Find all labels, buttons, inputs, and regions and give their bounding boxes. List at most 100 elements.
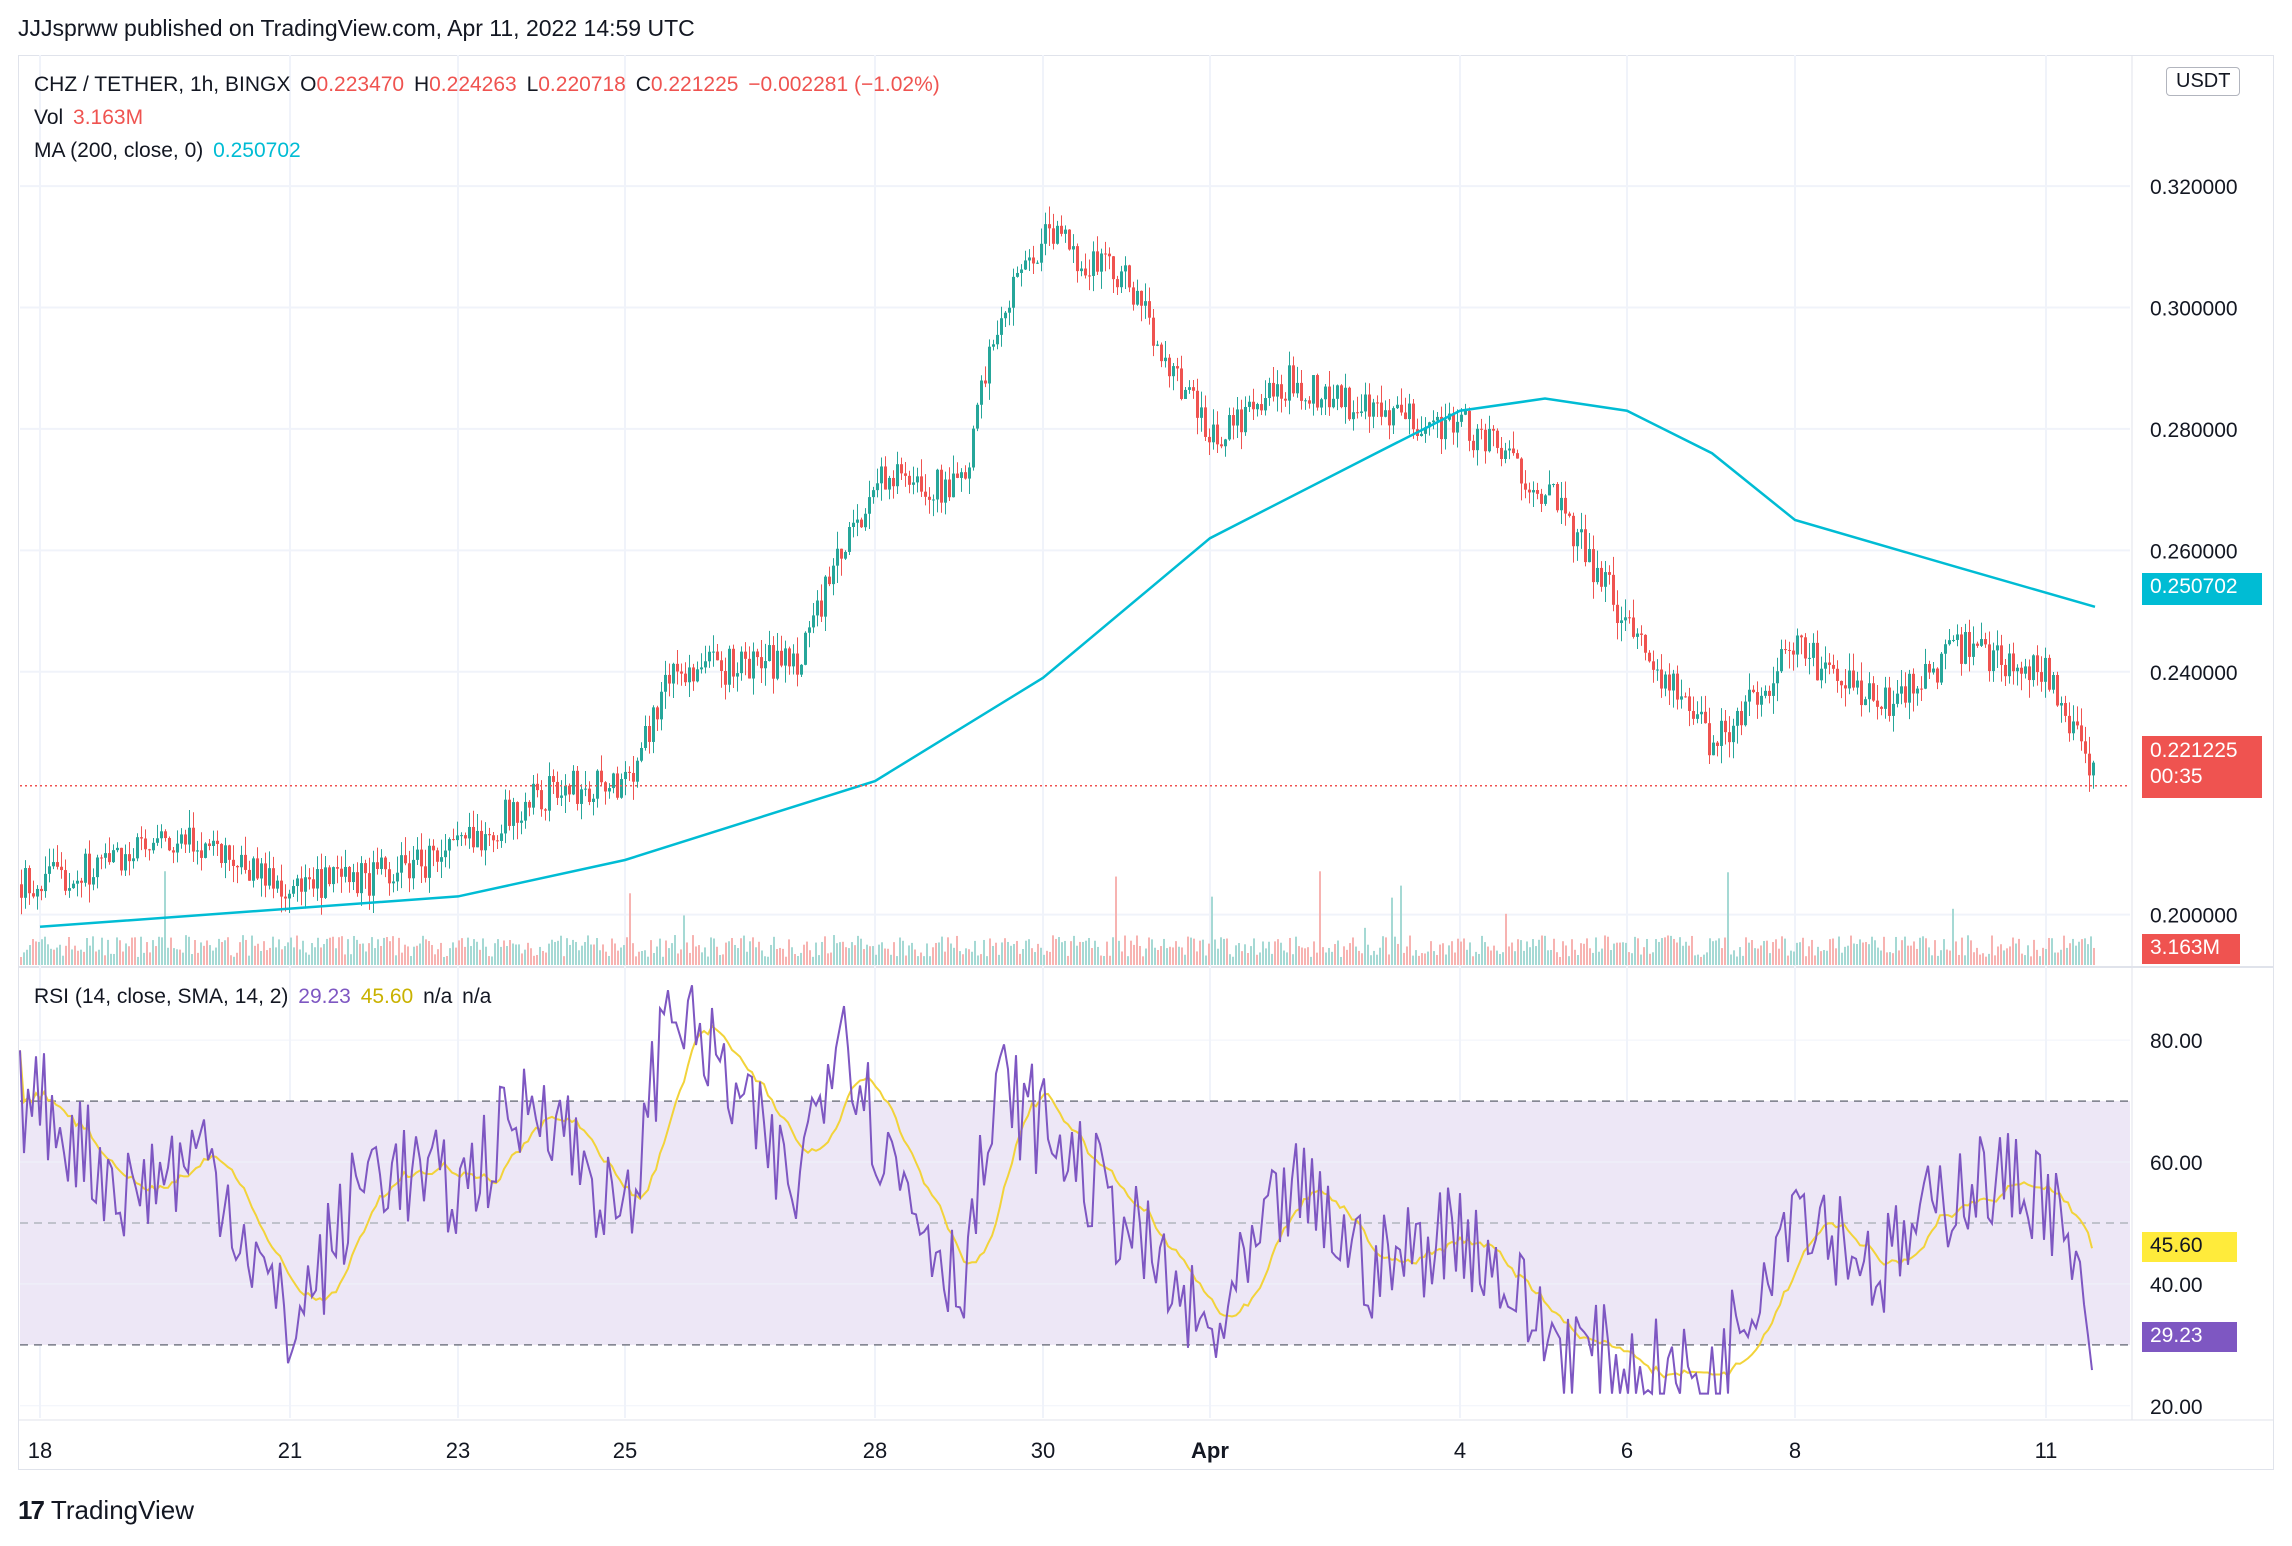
volume-bar — [299, 949, 301, 965]
volume-bar — [509, 940, 511, 965]
candle-body — [284, 896, 287, 899]
volume-bar — [647, 956, 649, 965]
volume-bar — [2057, 952, 2059, 965]
volume-bar — [1088, 937, 1090, 965]
volume-bar — [335, 948, 337, 965]
volume-bar — [1913, 941, 1915, 965]
volume-bar — [1844, 946, 1846, 965]
volume-bar — [623, 945, 625, 965]
volume-bar — [1031, 948, 1033, 965]
symbol-label[interactable]: CHZ / TETHER, 1h, BINGX — [34, 73, 291, 96]
volume-bar — [521, 953, 523, 965]
volume-label[interactable]: Vol — [34, 106, 64, 129]
candle-body — [1672, 673, 1675, 691]
candle-body — [80, 880, 83, 883]
volume-bar — [929, 956, 931, 965]
volume-bar — [1388, 954, 1390, 965]
candle-body — [464, 835, 467, 839]
volume-bar — [830, 952, 832, 965]
candle-body — [1808, 657, 1811, 659]
candle-body — [676, 663, 679, 672]
candle-body — [1164, 357, 1167, 362]
candle-body — [656, 707, 659, 720]
volume-bar — [284, 946, 286, 965]
volume-bar — [1457, 938, 1459, 965]
volume-bar — [1496, 950, 1498, 965]
volume-bar — [1067, 955, 1069, 965]
candle-body — [2056, 675, 2059, 706]
candle-body — [176, 843, 179, 853]
tradingview-logo[interactable]: 17 TradingView — [18, 1495, 194, 1526]
volume-bar — [848, 948, 850, 965]
volume-bar — [1418, 955, 1420, 965]
volume-bar — [515, 944, 517, 965]
candle-body — [1484, 429, 1487, 452]
volume-bar — [329, 937, 331, 965]
volume-bar — [719, 955, 721, 965]
candle-body — [864, 513, 867, 528]
currency-badge[interactable]: USDT — [2166, 67, 2241, 96]
candle-body — [1436, 416, 1439, 421]
volume-bar — [215, 947, 217, 965]
volume-bar — [1142, 956, 1144, 965]
volume-bar — [1769, 953, 1771, 965]
volume-bar — [701, 952, 703, 965]
volume-bar — [458, 940, 460, 965]
candle-body — [1588, 549, 1591, 563]
candle-body — [1288, 365, 1291, 401]
candle-body — [1176, 366, 1179, 369]
candle-body — [1440, 416, 1443, 440]
candle-body — [1468, 410, 1471, 441]
volume-bar — [1046, 950, 1048, 965]
candle-body — [1380, 402, 1383, 417]
volume-bar — [77, 950, 79, 965]
candle-body — [988, 346, 991, 384]
last-price-value: 0.221225 — [2150, 739, 2238, 762]
volume-bar — [362, 943, 364, 965]
volume-bar — [1325, 952, 1327, 965]
volume-bar — [401, 952, 403, 965]
candle-body — [576, 770, 579, 804]
candle-body — [1264, 398, 1267, 411]
candle-body — [660, 691, 663, 720]
candle-body — [772, 645, 775, 679]
volume-bar — [1055, 938, 1057, 965]
volume-bar — [308, 954, 310, 965]
volume-bar — [1493, 945, 1495, 965]
volume-bar — [917, 956, 919, 965]
volume-bar — [1589, 948, 1591, 965]
candle-body — [2048, 657, 2051, 690]
candle-body — [976, 404, 979, 429]
candle-body — [1076, 246, 1079, 272]
candle-body — [136, 837, 139, 859]
volume-bar — [1037, 943, 1039, 965]
candle-body — [1152, 317, 1155, 346]
volume-bar — [2087, 944, 2089, 965]
candle-body — [652, 707, 655, 742]
volume-bar — [1010, 945, 1012, 965]
candle-body — [1256, 404, 1259, 410]
candle-body — [1912, 673, 1915, 694]
volume-bar — [2051, 938, 2053, 965]
volume-bar — [932, 947, 934, 965]
candle-body — [1044, 224, 1047, 244]
rsi-label[interactable]: RSI (14, close, SMA, 14, 2) — [34, 985, 289, 1008]
candle-body — [608, 788, 611, 792]
candle-body — [752, 651, 755, 679]
chart-frame[interactable] — [18, 55, 2274, 1470]
ma-label[interactable]: MA (200, close, 0) — [34, 139, 204, 162]
volume-bar — [41, 939, 43, 965]
volume-bar — [131, 937, 133, 965]
time-tick-label: 8 — [1789, 1438, 1801, 1463]
candle-body — [1304, 400, 1307, 402]
candle-body — [204, 843, 207, 858]
volume-bar — [1961, 937, 1963, 965]
candle-body — [1356, 412, 1359, 414]
volume-bar — [1061, 942, 1063, 965]
volume-bar — [872, 946, 874, 965]
candle-body — [1056, 225, 1059, 244]
volume-bar — [446, 956, 448, 965]
volume-bar — [1622, 942, 1624, 965]
candle-body — [1096, 251, 1099, 272]
